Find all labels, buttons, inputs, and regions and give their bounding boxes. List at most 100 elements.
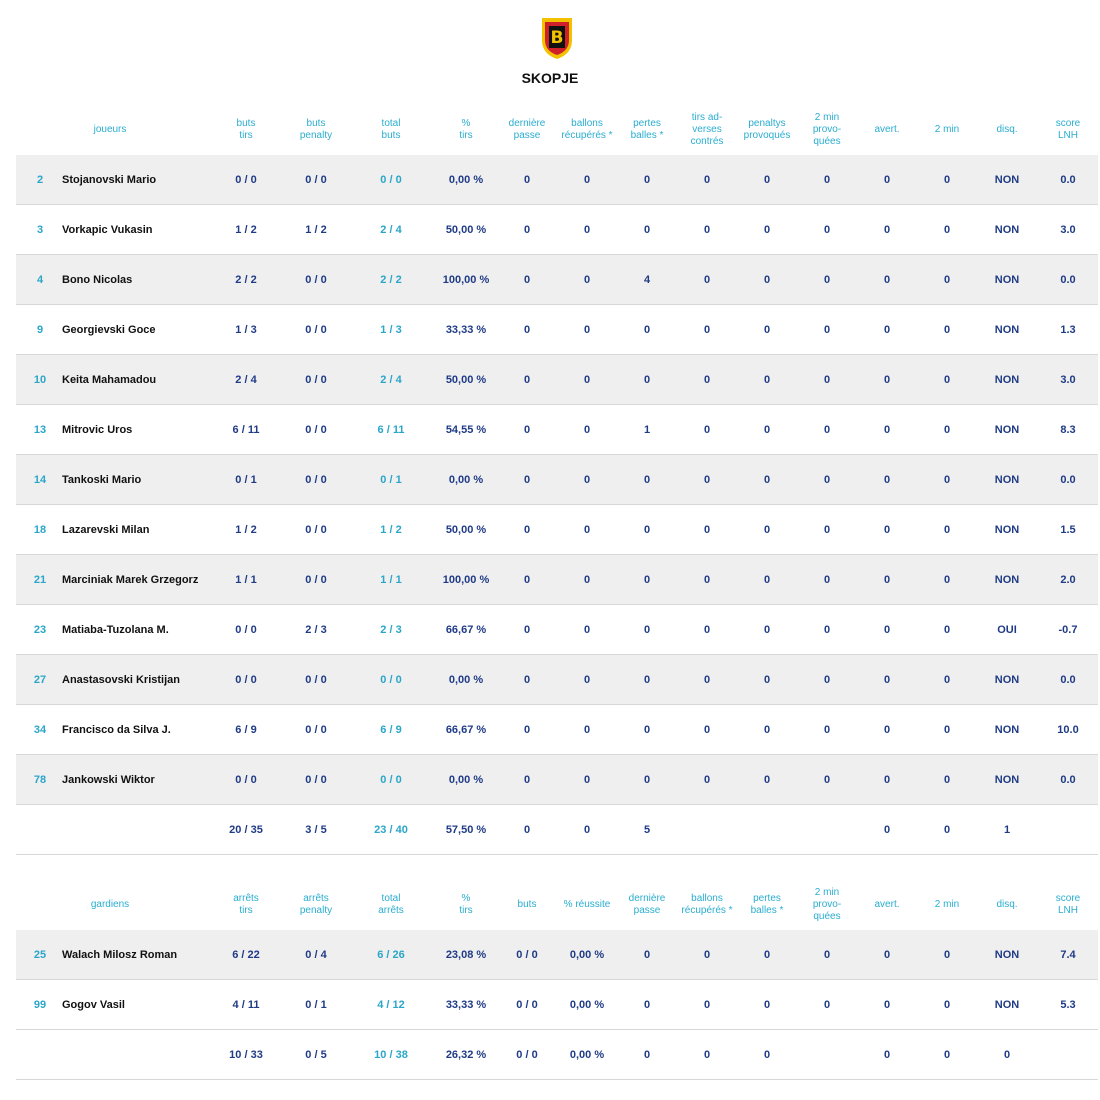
table-row: 21 Marciniak Marek Grzegorz 1 / 1 0 / 0 1 / … xyxy=(16,555,1098,605)
header-line: penalty xyxy=(299,905,333,916)
column-header: % réussite xyxy=(564,899,611,911)
stat-cell: 0 xyxy=(883,724,891,736)
team-logo: B xyxy=(542,18,572,59)
player-name: Georgievski Goce xyxy=(62,324,156,336)
header-line: % xyxy=(461,893,471,904)
stat-cell: 0 xyxy=(703,424,711,436)
header-line: verses xyxy=(692,124,722,135)
player-name: Walach Milosz Roman xyxy=(62,949,178,961)
stat-cell: NON xyxy=(994,474,1020,486)
stat-cell: 0 xyxy=(1003,1049,1011,1061)
header-line: dernière xyxy=(508,118,546,129)
stat-cell: 0 / 0 xyxy=(380,174,402,186)
stat-cell: 0 xyxy=(823,424,831,436)
stat-cell: 0 xyxy=(883,949,891,961)
stat-cell: 0 xyxy=(523,524,531,536)
stat-cell: 2 / 4 xyxy=(235,374,257,386)
stat-cell: 50,00 % xyxy=(445,374,487,386)
stat-cell: 0 xyxy=(883,474,891,486)
stat-cell: 0 xyxy=(583,574,591,586)
stat-cell: 0 xyxy=(763,999,771,1011)
column-header: score LNH xyxy=(1056,118,1080,142)
stat-cell: 0 xyxy=(583,424,591,436)
totals-row: 10 / 33 0 / 5 10 / 38 26,32 % 0 / 0 0,00 % 0 0 0… xyxy=(16,1030,1098,1080)
stat-cell: 0,00 % xyxy=(448,774,484,786)
stat-cell: 0 / 0 xyxy=(305,174,327,186)
stat-cell: 1 / 1 xyxy=(235,574,257,586)
stat-cell: 0 / 0 xyxy=(305,674,327,686)
stat-cell: 66,67 % xyxy=(445,724,487,736)
header-line: tirs xyxy=(239,905,253,916)
header-line: provo- xyxy=(812,124,842,135)
stat-cell: 1.3 xyxy=(1060,324,1076,336)
header-line: LNH xyxy=(1057,130,1079,141)
header-line: avert. xyxy=(874,899,900,910)
column-header: buts xyxy=(518,899,537,911)
header-line: récupérés * xyxy=(561,130,613,141)
stat-cell: 0 xyxy=(883,274,891,286)
stat-cell: 0 xyxy=(643,674,651,686)
stat-cell: 54,55 % xyxy=(445,424,487,436)
header-line: disq. xyxy=(996,899,1018,910)
stat-cell: 0 xyxy=(643,474,651,486)
stat-cell: 5 xyxy=(643,824,651,836)
stat-cell: 0 / 0 xyxy=(305,524,327,536)
column-header: total arrêts xyxy=(378,893,404,917)
stat-cell: 0 xyxy=(943,674,951,686)
svg-text:B: B xyxy=(551,28,564,48)
stat-cell: 0 / 1 xyxy=(235,474,257,486)
stat-cell: 0 xyxy=(763,774,771,786)
stat-cell: NON xyxy=(994,724,1020,736)
stat-cell: 23 / 40 xyxy=(374,824,408,836)
stat-cell: 0 xyxy=(583,174,591,186)
header-line: provo- xyxy=(812,899,842,910)
stat-cell: 0 xyxy=(703,949,711,961)
stat-cell: 0 / 0 xyxy=(305,424,327,436)
stat-cell: 0 xyxy=(583,374,591,386)
stat-cell: 0 xyxy=(943,374,951,386)
stat-cell: 0 xyxy=(763,224,771,236)
stat-cell: 1 / 1 xyxy=(380,574,402,586)
column-header: dernière passe xyxy=(509,118,546,142)
stat-cell: 10.0 xyxy=(1057,724,1079,736)
player-name: Francisco da Silva J. xyxy=(62,724,171,736)
player-name: Jankowski Wiktor xyxy=(62,774,155,786)
stat-cell: 20 / 35 xyxy=(229,824,263,836)
stat-cell: 0 xyxy=(583,224,591,236)
header-line: 2 min xyxy=(934,124,960,135)
stat-cell: 0 xyxy=(763,274,771,286)
header-line: balles * xyxy=(750,905,784,916)
column-header: % tirs xyxy=(459,893,472,917)
stat-cell: OUI xyxy=(997,624,1017,636)
stat-cell: 10 / 33 xyxy=(229,1049,263,1061)
header-line: % réussite xyxy=(563,899,611,910)
stat-cell: 23 xyxy=(33,624,47,636)
stat-cell: NON xyxy=(994,374,1020,386)
stat-cell: 0 xyxy=(583,324,591,336)
column-header: pertes balles * xyxy=(631,118,664,142)
player-name: Lazarevski Milan xyxy=(62,524,150,536)
stat-cell: 0 xyxy=(823,724,831,736)
stat-cell: 0 / 4 xyxy=(305,949,327,961)
stat-cell: 0 xyxy=(823,174,831,186)
stat-cell: 50,00 % xyxy=(445,224,487,236)
stat-cell: 0 xyxy=(943,724,951,736)
column-header: joueurs xyxy=(94,124,127,136)
player-name: Keita Mahamadou xyxy=(62,374,157,386)
table-row: 9 Georgievski Goce 1 / 3 0 / 0 1 / 3 33,33 % 0… xyxy=(16,305,1098,355)
stat-cell: 66,67 % xyxy=(445,624,487,636)
stat-cell: 0 xyxy=(943,999,951,1011)
stat-cell: NON xyxy=(994,424,1020,436)
stat-cell: 26,32 % xyxy=(445,1049,487,1061)
stat-cell: 0 xyxy=(583,524,591,536)
stat-cell: 0 xyxy=(583,474,591,486)
stat-cell: 7.4 xyxy=(1060,949,1076,961)
stat-cell: 0 xyxy=(523,574,531,586)
header-line: % xyxy=(461,118,471,129)
stat-cell: 2 / 2 xyxy=(380,274,402,286)
column-header: disq. xyxy=(996,899,1017,911)
stat-cell: 2 / 4 xyxy=(380,374,402,386)
stat-cell: 0 xyxy=(583,724,591,736)
stat-cell: 0 xyxy=(583,674,591,686)
